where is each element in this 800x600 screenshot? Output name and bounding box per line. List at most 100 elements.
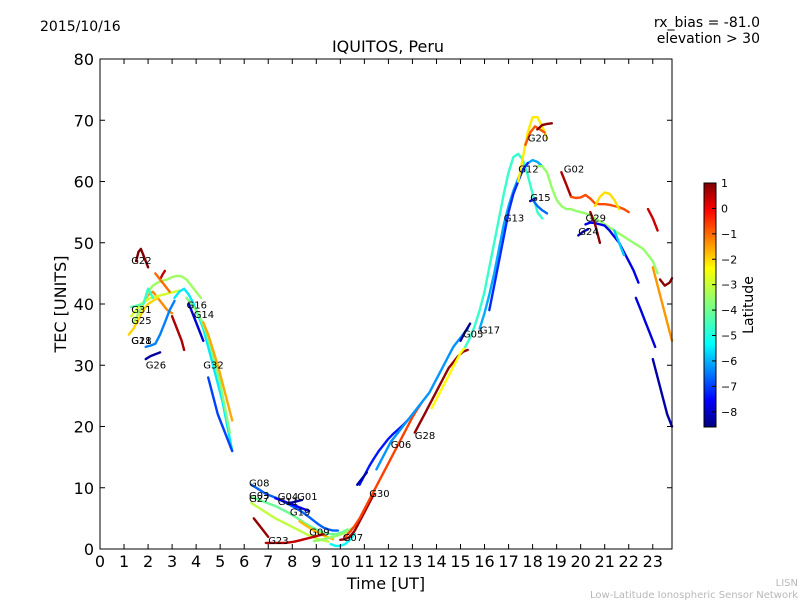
tec-track <box>329 532 356 548</box>
tec-track <box>206 376 234 453</box>
tec-track <box>634 296 657 349</box>
satellite-label: G15 <box>530 193 550 204</box>
x-tick-label: 1 <box>119 552 129 571</box>
tec-track <box>459 322 472 342</box>
tec-track <box>154 272 171 293</box>
satellite-label: G06 <box>391 440 411 451</box>
satellite-label: G18 <box>131 336 151 347</box>
tec-track <box>478 158 544 330</box>
colorbar <box>703 182 717 428</box>
satellite-label: G11 <box>278 497 298 508</box>
x-tick-label: 12 <box>378 552 398 571</box>
y-tick-label: 70 <box>74 111 94 130</box>
x-tick-label: 6 <box>239 552 249 571</box>
y-axis-label: TEC [UNITS] <box>51 256 70 354</box>
satellite-label: G20 <box>528 134 548 145</box>
tec-track <box>339 492 376 541</box>
rx-bias-label: rx_bias = -81.0 <box>654 15 760 31</box>
tec-track <box>531 198 549 215</box>
y-tick-label: 80 <box>74 50 94 69</box>
satellite-label: G16 <box>187 300 207 311</box>
x-tick-label: 5 <box>215 552 225 571</box>
colorbar-tick-label: −5 <box>721 330 737 343</box>
satellite-label: G21 <box>131 336 151 347</box>
tec-track <box>286 498 304 505</box>
x-tick-label: 9 <box>311 552 321 571</box>
x-tick-label: 17 <box>498 552 518 571</box>
satellite-label: G03 <box>249 491 269 502</box>
tec-track <box>127 296 159 336</box>
satellite-label: G27 <box>249 494 269 505</box>
y-tick-label: 30 <box>74 356 94 375</box>
x-tick-label: 21 <box>595 552 615 571</box>
tec-track <box>202 321 234 422</box>
x-tick-label: 19 <box>546 552 566 571</box>
tec-track <box>252 517 270 538</box>
x-tick-label: 0 <box>95 552 105 571</box>
satellite-label: G31 <box>131 305 151 316</box>
satellite-label: G25 <box>131 316 151 327</box>
satellite-label: G02 <box>564 164 584 175</box>
colorbar-tick-label: −4 <box>721 304 737 317</box>
satellite-label: G08 <box>249 479 269 490</box>
satellite-label: G01 <box>297 492 317 503</box>
colorbar-tick-label: 1 <box>721 177 728 190</box>
satellite-label: G14 <box>194 310 214 321</box>
y-tick-label: 40 <box>74 295 94 314</box>
tec-track <box>593 191 621 211</box>
chart-title: IQUITOS, Peru <box>332 37 444 56</box>
tec-track <box>658 277 674 287</box>
tec-track <box>589 210 602 245</box>
tec-track <box>560 171 573 199</box>
y-tick-label: 10 <box>74 479 94 498</box>
colorbar-ticks: 1 0 −1 −2 −3 −4 −5 −6 −7 −8 <box>712 177 737 419</box>
tec-track <box>274 497 311 513</box>
x-tick-label: 14 <box>426 552 446 571</box>
satellite-label: G23 <box>268 536 288 547</box>
x-tick-label: 18 <box>522 552 542 571</box>
tec-track <box>187 302 205 342</box>
x-tick-label: 3 <box>167 552 177 571</box>
tec-track <box>250 483 340 532</box>
x-tick-label: 16 <box>474 552 494 571</box>
colorbar-tick-label: −6 <box>721 355 737 368</box>
colorbar-tick-label: −3 <box>721 279 737 292</box>
satellite-label: G28 <box>415 431 435 442</box>
tec-track <box>524 125 546 147</box>
x-tick-label: 8 <box>287 552 297 571</box>
x-tick-label: 7 <box>263 552 273 571</box>
x-tick-label: 4 <box>191 552 201 571</box>
tec-track <box>312 523 359 543</box>
colorbar-tick-label: −7 <box>721 380 737 393</box>
tec-track <box>356 471 368 486</box>
tec-track <box>646 207 659 232</box>
tec-track <box>430 345 467 410</box>
x-tick-label: 15 <box>450 552 470 571</box>
tec-track <box>651 357 674 428</box>
colorbar-tick-label: −2 <box>721 253 737 266</box>
colorbar-tick-label: −8 <box>721 406 737 419</box>
tec-track <box>158 269 167 281</box>
satellite-label: G32 <box>203 360 223 371</box>
satellite-label: G09 <box>309 528 329 539</box>
y-tick-label: 0 <box>84 540 94 559</box>
elevation-label: elevation > 30 <box>657 31 760 47</box>
footer-org-short: LISN <box>776 578 798 589</box>
satellite-label: G17 <box>480 325 500 336</box>
x-tick-label: 22 <box>619 552 639 571</box>
tec-track <box>185 296 232 434</box>
tec-track <box>250 501 330 543</box>
tec-track <box>358 419 409 486</box>
tec-track <box>250 495 349 536</box>
x-tick-label: 20 <box>570 552 590 571</box>
satellite-label: G29 <box>586 213 606 224</box>
tec-track <box>613 229 626 257</box>
x-tick-label: 2 <box>143 552 153 571</box>
tec-track <box>343 400 424 538</box>
satellite-label: G04 <box>278 492 298 503</box>
tec-track <box>536 164 659 275</box>
satellite-label: G26 <box>146 360 166 371</box>
tec-track <box>651 266 674 342</box>
tec-track <box>264 533 325 545</box>
